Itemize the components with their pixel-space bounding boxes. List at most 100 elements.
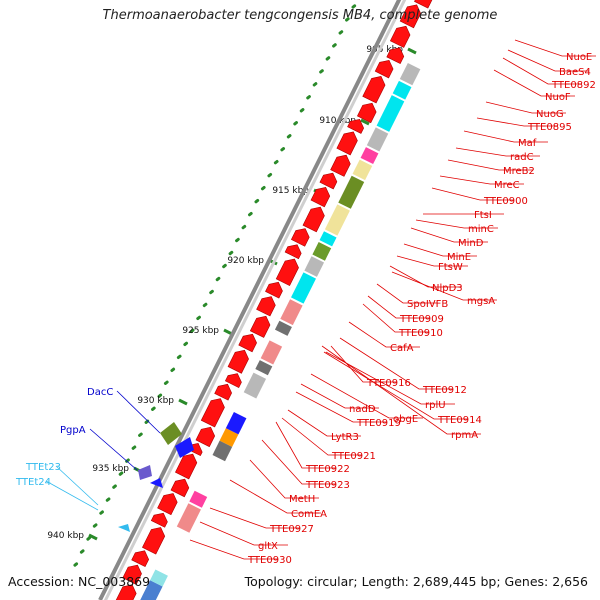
label-leader bbox=[410, 227, 488, 243]
gene-block bbox=[280, 299, 303, 326]
label-leader bbox=[476, 117, 558, 127]
gene-label: LytR3 bbox=[331, 432, 359, 443]
ruler-major-tick bbox=[178, 398, 188, 406]
ruler-tick bbox=[131, 445, 137, 450]
ruler-tick bbox=[157, 393, 163, 398]
label-leader bbox=[455, 147, 540, 157]
gene-label: MreC bbox=[494, 180, 520, 191]
gene-label: MreB2 bbox=[503, 166, 535, 177]
gene-block bbox=[312, 241, 332, 261]
dacc-feature bbox=[160, 422, 182, 445]
label-leader bbox=[300, 383, 379, 409]
ruler-label: 905 kbp bbox=[366, 45, 403, 55]
gene-label-left: TTEt24 bbox=[15, 477, 51, 488]
gene-block bbox=[360, 147, 379, 165]
cds-feature bbox=[224, 373, 242, 389]
cds-feature bbox=[115, 584, 137, 600]
gene-block bbox=[243, 372, 267, 399]
cds-feature bbox=[150, 512, 168, 528]
gene-label: MetH bbox=[289, 494, 315, 505]
gene-label: obgE bbox=[393, 414, 418, 425]
ruler-tick bbox=[196, 315, 201, 321]
cds-feature bbox=[227, 349, 249, 374]
gene-label: TTE0930 bbox=[247, 555, 292, 566]
ruler-tick bbox=[222, 263, 227, 269]
cds-feature bbox=[386, 47, 405, 65]
ruler-major-tick bbox=[407, 47, 417, 55]
gene-label-left: PgpA bbox=[60, 425, 86, 436]
gene-label: TTE0910 bbox=[398, 328, 443, 339]
ruler-tick bbox=[273, 160, 279, 165]
gene-block bbox=[338, 175, 365, 209]
ruler-tick bbox=[215, 276, 221, 282]
gene-label: TTE0916 bbox=[366, 378, 411, 389]
ruler-tick bbox=[86, 536, 92, 541]
ruler-tick bbox=[151, 406, 156, 411]
topology-text: Topology: circular; Length: 2,689,445 bp… bbox=[244, 574, 588, 589]
gene-label: radC bbox=[510, 152, 534, 163]
cds-feature bbox=[399, 4, 422, 29]
gene-label: rplU bbox=[425, 400, 446, 411]
label-leader bbox=[310, 373, 423, 419]
cds-feature bbox=[157, 493, 178, 516]
label-leader-left bbox=[45, 480, 99, 511]
label-leader bbox=[229, 479, 321, 514]
ruler-tick bbox=[345, 17, 350, 22]
ruler-tick bbox=[325, 56, 331, 61]
label-leader bbox=[447, 159, 533, 171]
gene-block bbox=[304, 256, 325, 277]
label-leader bbox=[321, 345, 481, 435]
pgpa-feature bbox=[138, 465, 152, 480]
label-leader bbox=[209, 507, 300, 529]
cds-feature bbox=[265, 281, 283, 299]
cds-feature bbox=[374, 59, 394, 79]
ruler-tick bbox=[280, 147, 286, 152]
gene-label: Maf bbox=[518, 138, 537, 149]
label-leader bbox=[275, 421, 336, 469]
ruler-tick bbox=[118, 471, 124, 476]
label-leader bbox=[463, 130, 548, 143]
cds-feature bbox=[122, 564, 142, 585]
label-leader bbox=[391, 271, 497, 301]
label-leader bbox=[325, 351, 455, 405]
gene-block bbox=[324, 204, 350, 236]
cds-feature bbox=[175, 453, 198, 480]
gene-block bbox=[376, 95, 405, 132]
map-title: Thermoanaerobacter tengcongensis MB4, co… bbox=[102, 8, 498, 23]
ruler-tick bbox=[170, 367, 176, 372]
ruler-label: 915 kbp bbox=[272, 186, 309, 196]
gene-block bbox=[150, 569, 168, 587]
cds-feature bbox=[319, 172, 338, 190]
cds-feature bbox=[238, 333, 257, 353]
gene-label: TTE0922 bbox=[305, 464, 350, 475]
ruler-tick bbox=[351, 4, 357, 9]
gene-label: CafA bbox=[390, 343, 414, 354]
ruler-tick bbox=[105, 497, 111, 502]
gene-block bbox=[219, 428, 239, 447]
ruler-tick bbox=[112, 484, 117, 489]
pgpa-arrow bbox=[150, 478, 163, 488]
label-leader bbox=[199, 521, 288, 546]
gene-label: MinE bbox=[447, 252, 471, 263]
ruler-label: 935 kbp bbox=[92, 464, 129, 474]
cds-feature bbox=[131, 550, 150, 568]
ruler-tick bbox=[248, 211, 253, 217]
gene-label-left: TTEt23 bbox=[25, 462, 61, 473]
gene-label: TTE0892 bbox=[551, 80, 596, 91]
ruler-label: 925 kbp bbox=[182, 326, 219, 336]
cds-feature bbox=[142, 527, 166, 555]
ruler-tick bbox=[267, 172, 273, 178]
gene-block bbox=[319, 231, 337, 247]
gene-block bbox=[290, 272, 317, 304]
label-leader bbox=[367, 295, 430, 319]
label-leader bbox=[287, 409, 361, 437]
ruler-tick bbox=[286, 134, 292, 139]
dacc-feature-2 bbox=[175, 437, 194, 458]
backbone-line-inner bbox=[103, 0, 407, 600]
cds-feature bbox=[330, 154, 351, 177]
gene-label: NuoE bbox=[566, 52, 592, 63]
label-leader bbox=[249, 459, 319, 499]
gene-label: NuoF bbox=[545, 92, 571, 103]
cds-feature bbox=[310, 187, 331, 208]
